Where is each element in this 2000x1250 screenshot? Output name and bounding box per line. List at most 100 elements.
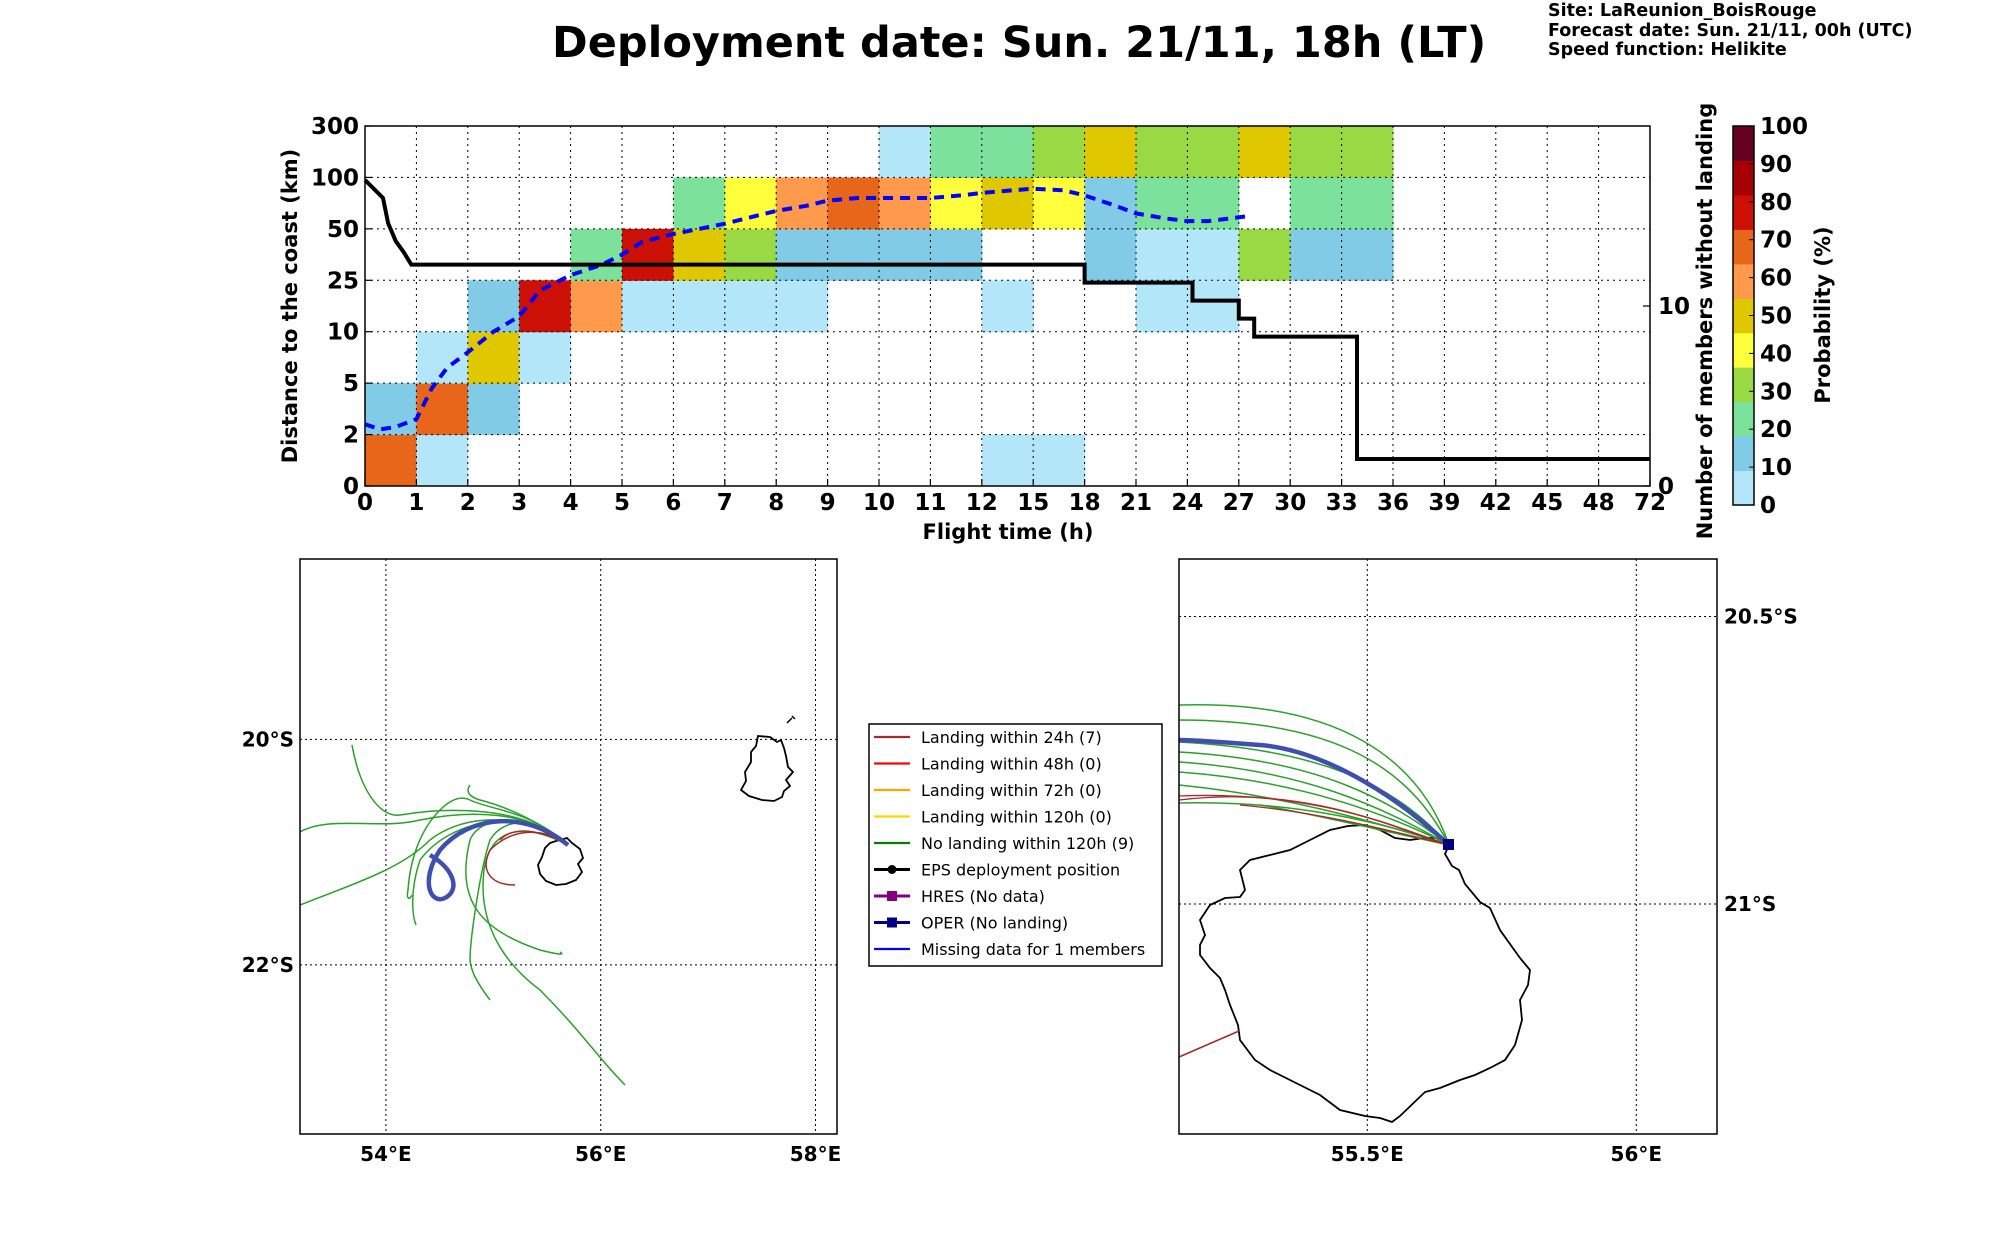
heatmap-cell bbox=[930, 228, 983, 281]
legend: Landing within 24h (7) Landing within 48h… bbox=[868, 723, 1163, 967]
regional-map-background bbox=[300, 559, 837, 1134]
zoom-map-ticks: 55.5°E 56°E 20.5°S 21°S bbox=[1331, 605, 1798, 1167]
latitude-label: 20°S bbox=[242, 727, 294, 751]
legend-label: Landing within 120h (0) bbox=[921, 808, 1112, 827]
legend-item: OPER (No landing) bbox=[874, 914, 1068, 933]
y2-tick-label: 0 bbox=[1658, 474, 1674, 500]
latitude-label: 20.5°S bbox=[1724, 605, 1798, 629]
legend-item: EPS deployment position bbox=[874, 861, 1120, 880]
reunion-coastline-small bbox=[537, 836, 585, 886]
heatmap-cell bbox=[1033, 177, 1086, 230]
heatmap-cell bbox=[1238, 126, 1291, 178]
x-tick-label: 6 bbox=[665, 490, 681, 516]
zoom-map: 55.5°E 56°E 20.5°S 21°S bbox=[1178, 558, 1798, 1167]
colorbar-tick-label: 40 bbox=[1760, 341, 1792, 367]
x-tick-label: 30 bbox=[1274, 490, 1306, 516]
x-tick-label: 7 bbox=[717, 490, 733, 516]
colorbar-tick-label: 70 bbox=[1760, 228, 1792, 254]
heatmap-cell bbox=[673, 177, 726, 230]
legend-label: OPER (No landing) bbox=[921, 914, 1068, 933]
colorbar-swatch bbox=[1733, 332, 1754, 368]
heatmap-cell bbox=[1136, 228, 1188, 281]
latitude-label: 21°S bbox=[1724, 892, 1776, 916]
legend-item: HRES (No data) bbox=[874, 887, 1045, 906]
x-tick-label: 45 bbox=[1531, 490, 1563, 516]
heatmap-cell bbox=[1033, 126, 1086, 178]
heatmap-cell bbox=[1187, 280, 1240, 333]
heatmap-cell bbox=[930, 126, 983, 178]
heatmap-cell bbox=[570, 280, 623, 333]
heatmap-cell bbox=[1341, 228, 1394, 281]
y-tick-label: 2 bbox=[343, 423, 359, 449]
y-tick-label: 300 bbox=[311, 114, 359, 140]
reunion-coastline-large bbox=[1199, 824, 1531, 1124]
heatmap-cell bbox=[1341, 177, 1394, 230]
x-tick-label: 48 bbox=[1583, 490, 1615, 516]
x-tick-label: 10 bbox=[863, 490, 895, 516]
legend-marker bbox=[887, 865, 897, 874]
heatmap-cell bbox=[981, 177, 1034, 230]
colorbar-cells bbox=[1733, 126, 1754, 506]
heatmap-cell bbox=[467, 280, 520, 333]
legend-label: Landing within 24h (7) bbox=[921, 728, 1102, 747]
heatmap-cell bbox=[981, 434, 1034, 487]
colorbar-swatch bbox=[1733, 160, 1754, 196]
probability-heatmap: 0 1 2 3 4 5 6 7 8 9 10 11 12 15 18 21 24 27 30 33 36 39 42 45 48… bbox=[278, 103, 1717, 544]
page-title: Deployment date: Sun. 21/11, 18h (LT) bbox=[552, 18, 1487, 68]
legend-label: EPS deployment position bbox=[921, 861, 1120, 880]
colorbar-tick-label: 100 bbox=[1760, 114, 1808, 140]
regional-map: 54°E 56°E 58°E 20°S 22°S bbox=[242, 558, 842, 1166]
heatmap-cell bbox=[1290, 177, 1343, 230]
colorbar-tick-label: 30 bbox=[1760, 379, 1792, 405]
colorbar-tick-label: 90 bbox=[1760, 152, 1792, 178]
colorbar-tick-label: 80 bbox=[1760, 190, 1792, 216]
heatmap-cell bbox=[724, 228, 777, 281]
colorbar-swatch bbox=[1733, 298, 1754, 334]
colorbar-tick-label: 20 bbox=[1760, 417, 1792, 443]
heatmap-cell bbox=[930, 177, 983, 230]
regional-map-frame bbox=[299, 558, 838, 1135]
heatmap-cell bbox=[1084, 228, 1137, 281]
x-tick-label: 24 bbox=[1171, 490, 1203, 516]
heatmap-cell bbox=[1136, 177, 1188, 230]
heatmap-cell bbox=[981, 126, 1034, 178]
legend-item: Landing within 48h (0) bbox=[874, 755, 1102, 774]
zoom-map-trajectories bbox=[1178, 703, 1454, 1058]
y-tick-label: 10 bbox=[327, 320, 359, 346]
heatmap-cell bbox=[827, 228, 880, 281]
heatmap-cell bbox=[1084, 126, 1137, 178]
legend-label: HRES (No data) bbox=[921, 887, 1045, 906]
legend-frame bbox=[868, 723, 1163, 967]
forecast-date-label: Forecast date: Sun. 21/11, 00h (UTC) bbox=[1548, 20, 1913, 41]
heatmap-cell bbox=[981, 280, 1034, 333]
heatmap-cell bbox=[776, 228, 829, 281]
legend-item: No landing within 120h (9) bbox=[874, 834, 1134, 853]
heatmap-cell bbox=[879, 228, 931, 281]
y2-axis-label: Number of members without landing bbox=[1693, 103, 1717, 540]
x-tick-label: 0 bbox=[357, 490, 373, 516]
longitude-label: 58°E bbox=[790, 1142, 842, 1166]
y-axis-label: Distance to the coast (km) bbox=[278, 149, 302, 464]
heatmap-cell bbox=[1290, 228, 1343, 281]
legend-items: Landing within 24h (7) Landing within 48h… bbox=[874, 728, 1145, 959]
legend-label: Landing within 48h (0) bbox=[921, 755, 1102, 774]
legend-marker bbox=[887, 891, 897, 901]
zoom-map-grid bbox=[1179, 559, 1717, 1134]
heatmap-cell bbox=[1033, 434, 1086, 487]
colorbar-tick-label: 10 bbox=[1760, 455, 1792, 481]
x-tick-label: 12 bbox=[966, 490, 998, 516]
heatmap-cell bbox=[1136, 126, 1188, 178]
y-tick-label: 100 bbox=[311, 165, 359, 191]
legend-item: Landing within 72h (0) bbox=[874, 781, 1102, 800]
heatmap-cell bbox=[519, 331, 572, 384]
x-axis-label: Flight time (h) bbox=[923, 520, 1094, 544]
heatmap-grid bbox=[365, 126, 1650, 486]
heatmap-series bbox=[363, 178, 1650, 461]
colorbar-tick-label: 50 bbox=[1760, 304, 1792, 330]
colorbar: 0 10 20 30 40 50 60 70 80 90 100 Probability (%) bbox=[1732, 114, 1835, 519]
colorbar-ticks: 0 10 20 30 40 50 60 70 80 90 100 bbox=[1749, 114, 1808, 519]
heatmap-cell bbox=[1136, 280, 1188, 333]
speed-function-label: Speed function: Helikite bbox=[1548, 40, 1787, 60]
colorbar-swatch bbox=[1733, 126, 1754, 161]
colorbar-swatch bbox=[1733, 401, 1754, 437]
